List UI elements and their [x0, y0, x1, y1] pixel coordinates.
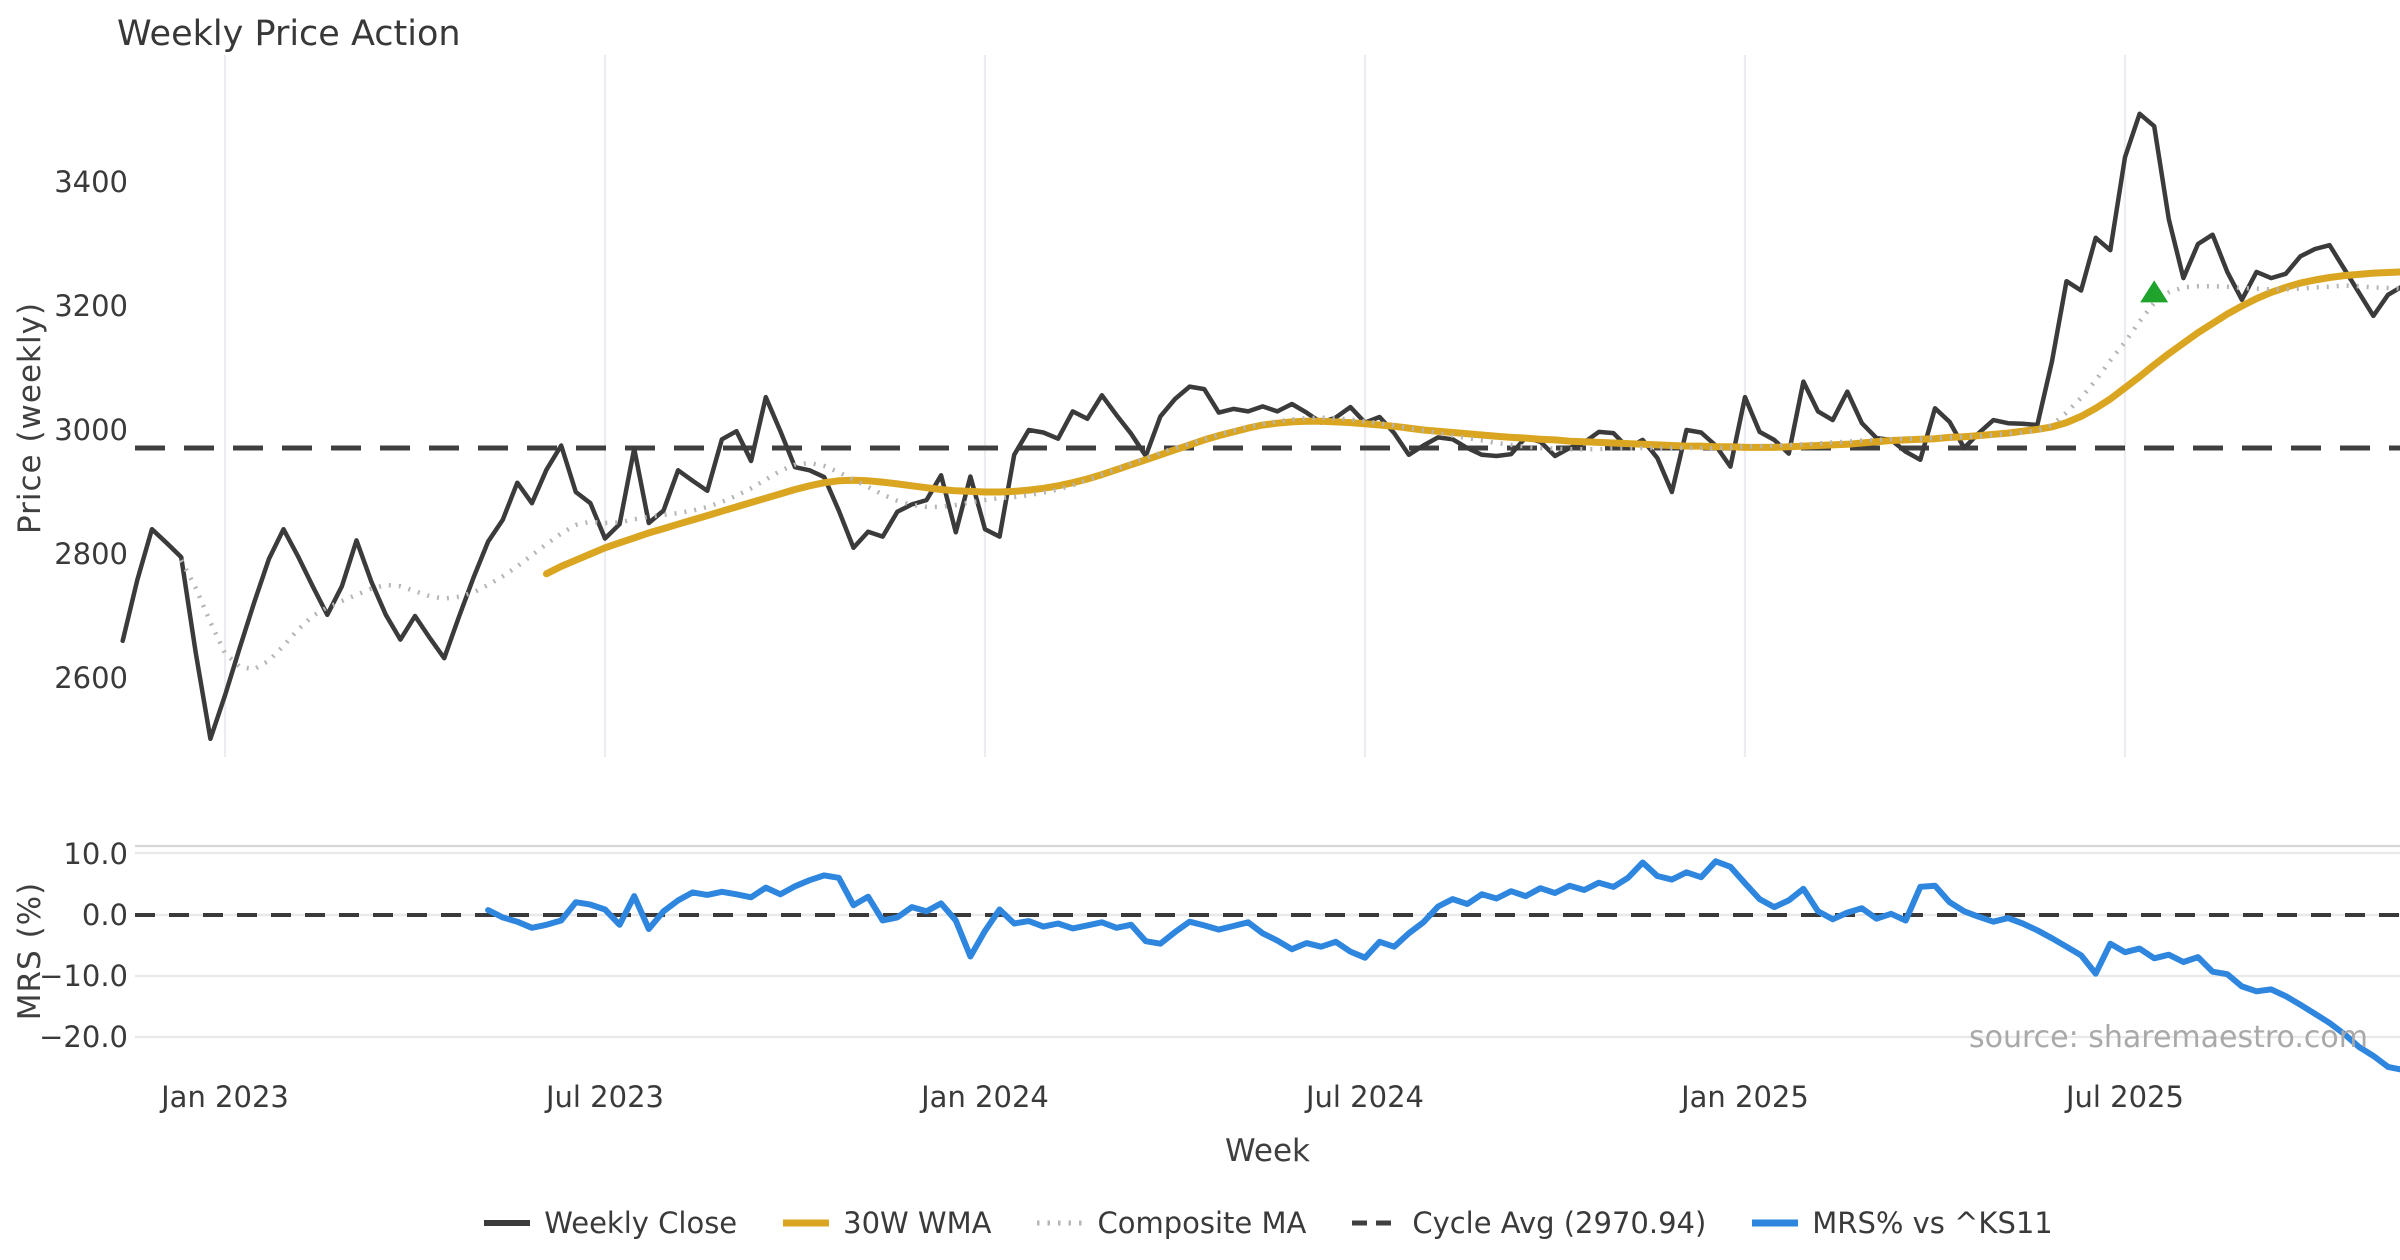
- weekly-close-line: [120, 111, 2400, 742]
- composite-ma-line: [179, 283, 2400, 672]
- legend-label: Weekly Close: [544, 1206, 738, 1240]
- mrs-y-tick-label: 0.0: [81, 898, 128, 932]
- legend-swatch-dotted-line-icon: [1037, 1220, 1084, 1226]
- x-tick-label: Jul 2025: [2065, 1080, 2184, 1114]
- legend-label: Cycle Avg (2970.94): [1412, 1206, 1707, 1240]
- source-note: source: sharemaestro.com: [1969, 1020, 2368, 1055]
- legend-label: MRS% vs ^KS11: [1812, 1206, 2053, 1240]
- legend-item: Composite MA: [1035, 1206, 1306, 1240]
- legend-label: Composite MA: [1097, 1206, 1307, 1240]
- mrs-y-tick-label: 10.0: [63, 837, 128, 871]
- mrs-y-tick-label: −20.0: [39, 1020, 128, 1054]
- legend-item: 30W WMA: [781, 1206, 991, 1240]
- price-y-tick-label: 2600: [54, 661, 128, 695]
- legend-swatch-solid-line-icon: [1752, 1219, 1799, 1227]
- price-y-tick-label: 2800: [54, 537, 128, 571]
- legend-swatch-solid-line-icon: [484, 1220, 531, 1226]
- legend-item: Cycle Avg (2970.94): [1350, 1206, 1706, 1240]
- legend-swatch-dashed-line-icon: [1352, 1220, 1399, 1226]
- y-tick-labels: 3400 3200 3000 2800 2600 10.0 0.0 −10.0 −20.0: [0, 0, 128, 1260]
- price-y-tick-label: 3200: [54, 289, 128, 323]
- x-tick-label: Jan 2023: [161, 1080, 289, 1114]
- x-tick-label: Jan 2025: [1681, 1080, 1809, 1114]
- wma-30w-line: [543, 268, 2400, 578]
- price-y-tick-label: 3000: [54, 413, 128, 447]
- signal-triangle-icon: [2140, 280, 2169, 303]
- price-y-tick-label: 3400: [54, 165, 128, 199]
- x-tick-label: Jan 2024: [921, 1080, 1049, 1114]
- page-title: Weekly Price Action: [117, 14, 461, 54]
- x-axis-title: Week: [1225, 1133, 1310, 1169]
- x-tick-label: Jul 2024: [1305, 1080, 1424, 1114]
- legend-label: 30W WMA: [843, 1206, 992, 1240]
- mrs-y-tick-label: −10.0: [39, 959, 128, 993]
- chart-legend: Weekly Close 30W WMA Composite MA Cycle Avg…: [135, 1206, 2400, 1240]
- legend-swatch-solid-line-icon: [783, 1219, 830, 1227]
- legend-item: MRS% vs ^KS11: [1750, 1206, 2053, 1240]
- legend-item: Weekly Close: [482, 1206, 737, 1240]
- x-tick-label: Jul 2023: [545, 1080, 664, 1114]
- mrs-line: [485, 858, 2400, 1073]
